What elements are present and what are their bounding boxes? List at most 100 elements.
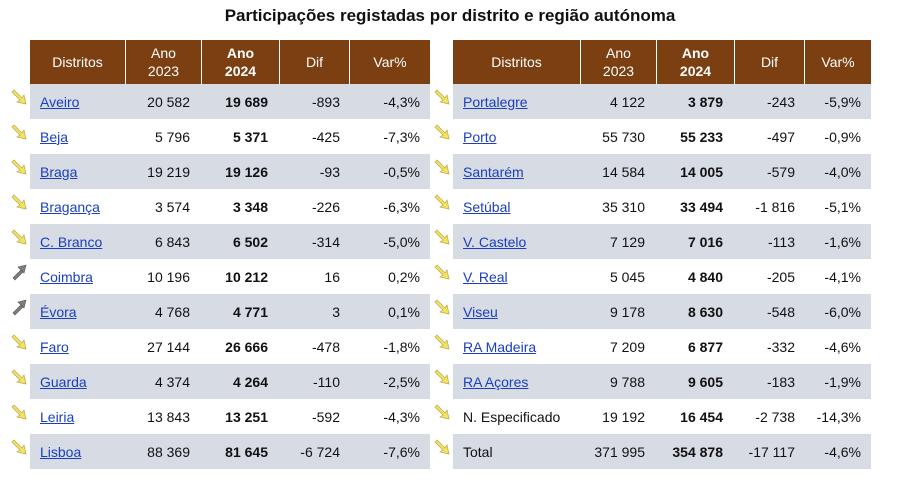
table-row: RA Açores 9 788 9 605 -183 -1,9% bbox=[431, 364, 871, 399]
row-cells: Lisboa 88 369 81 645 -6 724 -7,6% bbox=[30, 434, 430, 469]
district-link[interactable]: C. Branco bbox=[40, 233, 103, 250]
table-row: N. Especificado 19 192 16 454 -2 738 -14,3% bbox=[431, 399, 871, 434]
value-2023-cell: 27 144 bbox=[147, 338, 190, 355]
arrow-down-right-icon bbox=[8, 399, 30, 434]
arrow-down-right-icon bbox=[431, 259, 453, 294]
value-2024-cell: 5 371 bbox=[232, 128, 268, 145]
arrow-down-right-icon bbox=[431, 154, 453, 189]
table-row: Setúbal 35 310 33 494 -1 816 -5,1% bbox=[431, 189, 871, 224]
value-2023-cell: 19 192 bbox=[602, 408, 645, 425]
arrow-down-right-icon bbox=[431, 399, 453, 434]
value-2024-cell: 6 877 bbox=[687, 338, 723, 355]
var-cell: -1,8% bbox=[383, 338, 420, 355]
dif-cell: -579 bbox=[766, 163, 795, 180]
arrow-down-right-icon bbox=[431, 294, 453, 329]
arrow-up-right-icon bbox=[8, 259, 30, 294]
var-cell: -7,6% bbox=[383, 443, 420, 460]
district-link[interactable]: RA Açores bbox=[463, 373, 529, 390]
row-cells: Setúbal 35 310 33 494 -1 816 -5,1% bbox=[453, 189, 871, 224]
var-cell: -1,6% bbox=[824, 233, 861, 250]
dif-cell: -113 bbox=[768, 233, 795, 250]
district-label: N. Especificado bbox=[463, 408, 561, 425]
district-name-cell: Total bbox=[453, 444, 581, 460]
table-body: Portalegre 4 122 3 879 -243 -5,9% Porto 55 730… bbox=[431, 84, 871, 469]
var-cell: -4,3% bbox=[383, 408, 420, 425]
table-row: V. Real 5 045 4 840 -205 -4,1% bbox=[431, 259, 871, 294]
district-name-cell: Lisboa bbox=[30, 444, 126, 460]
var-cell: -4,3% bbox=[383, 93, 420, 110]
dif-cell: -893 bbox=[311, 93, 340, 110]
district-name-cell: Coimbra bbox=[30, 269, 126, 285]
row-cells: Santarém 14 584 14 005 -579 -4,0% bbox=[453, 154, 871, 189]
district-label: Total bbox=[463, 443, 493, 460]
value-2024-cell: 10 212 bbox=[225, 268, 268, 285]
district-link[interactable]: Viseu bbox=[463, 303, 498, 320]
dif-cell: -1 816 bbox=[755, 198, 795, 215]
district-link[interactable]: V. Castelo bbox=[463, 233, 527, 250]
value-2024-cell: 4 840 bbox=[687, 268, 723, 285]
row-cells: Guarda 4 374 4 264 -110 -2,5% bbox=[30, 364, 430, 399]
district-link[interactable]: RA Madeira bbox=[463, 338, 537, 355]
district-link[interactable]: Santarém bbox=[463, 163, 524, 180]
value-2023-cell: 6 843 bbox=[154, 233, 190, 250]
district-link[interactable]: Porto bbox=[463, 128, 497, 145]
table-body: Aveiro 20 582 19 689 -893 -4,3% Beja 5 796 5 37… bbox=[8, 84, 430, 469]
district-link[interactable]: Beja bbox=[40, 128, 69, 145]
district-link[interactable]: Faro bbox=[40, 338, 69, 355]
var-cell: -1,9% bbox=[824, 373, 861, 390]
dif-cell: -478 bbox=[311, 338, 340, 355]
row-cells: Beja 5 796 5 371 -425 -7,3% bbox=[30, 119, 430, 154]
table-row: Braga 19 219 19 126 -93 -0,5% bbox=[8, 154, 430, 189]
district-link[interactable]: Portalegre bbox=[463, 93, 528, 110]
var-cell: 0,1% bbox=[388, 303, 420, 320]
district-name-cell: Santarém bbox=[453, 164, 581, 180]
district-link[interactable]: Bragança bbox=[40, 198, 100, 215]
var-cell: -4,0% bbox=[824, 163, 861, 180]
district-name-cell: Beja bbox=[30, 129, 126, 145]
district-link[interactable]: Leiria bbox=[40, 408, 75, 425]
district-link[interactable]: Setúbal bbox=[463, 198, 511, 215]
value-2024-cell: 8 630 bbox=[687, 303, 723, 320]
value-2023-cell: 371 995 bbox=[594, 443, 645, 460]
district-link[interactable]: Évora bbox=[40, 303, 77, 320]
table-row: RA Madeira 7 209 6 877 -332 -4,6% bbox=[431, 329, 871, 364]
value-2024-cell: 3 879 bbox=[687, 93, 723, 110]
table-row: Coimbra 10 196 10 212 16 0,2% bbox=[8, 259, 430, 294]
row-cells: V. Castelo 7 129 7 016 -113 -1,6% bbox=[453, 224, 871, 259]
row-cells: RA Madeira 7 209 6 877 -332 -4,6% bbox=[453, 329, 871, 364]
header-ano-2023: Ano 2023 bbox=[581, 40, 657, 84]
value-2024-cell: 26 666 bbox=[225, 338, 268, 355]
header-dif: Dif bbox=[280, 40, 350, 84]
district-link[interactable]: Coimbra bbox=[40, 268, 93, 285]
table-row: Guarda 4 374 4 264 -110 -2,5% bbox=[8, 364, 430, 399]
district-link[interactable]: Braga bbox=[40, 163, 78, 180]
header-distritos: Distritos bbox=[453, 40, 581, 84]
district-link[interactable]: Guarda bbox=[40, 373, 87, 390]
district-name-cell: N. Especificado bbox=[453, 409, 581, 425]
district-link[interactable]: V. Real bbox=[463, 268, 508, 285]
value-2023-cell: 14 584 bbox=[602, 163, 645, 180]
district-link[interactable]: Aveiro bbox=[40, 93, 80, 110]
header-ano-2024: Ano 2024 bbox=[202, 40, 280, 84]
var-cell: -7,3% bbox=[383, 128, 420, 145]
table-row: Bragança 3 574 3 348 -226 -6,3% bbox=[8, 189, 430, 224]
var-cell: -6,0% bbox=[824, 303, 861, 320]
district-name-cell: Viseu bbox=[453, 304, 581, 320]
row-cells: Faro 27 144 26 666 -478 -1,8% bbox=[30, 329, 430, 364]
dif-cell: -548 bbox=[766, 303, 795, 320]
value-2023-cell: 10 196 bbox=[147, 268, 190, 285]
row-cells: Coimbra 10 196 10 212 16 0,2% bbox=[30, 259, 430, 294]
arrow-down-right-icon bbox=[431, 84, 453, 119]
value-2024-cell: 3 348 bbox=[232, 198, 268, 215]
district-link[interactable]: Lisboa bbox=[40, 443, 82, 460]
arrow-up-right-icon bbox=[8, 294, 30, 329]
arrow-down-right-icon bbox=[431, 329, 453, 364]
dif-cell: -226 bbox=[311, 198, 340, 215]
district-name-cell: Évora bbox=[30, 304, 126, 320]
value-2024-cell: 81 645 bbox=[225, 443, 268, 460]
arrow-down-right-icon bbox=[8, 224, 30, 259]
dif-cell: -17 117 bbox=[748, 443, 795, 460]
arrow-down-right-icon bbox=[8, 84, 30, 119]
value-2023-cell: 5 796 bbox=[154, 128, 190, 145]
row-cells: Bragança 3 574 3 348 -226 -6,3% bbox=[30, 189, 430, 224]
